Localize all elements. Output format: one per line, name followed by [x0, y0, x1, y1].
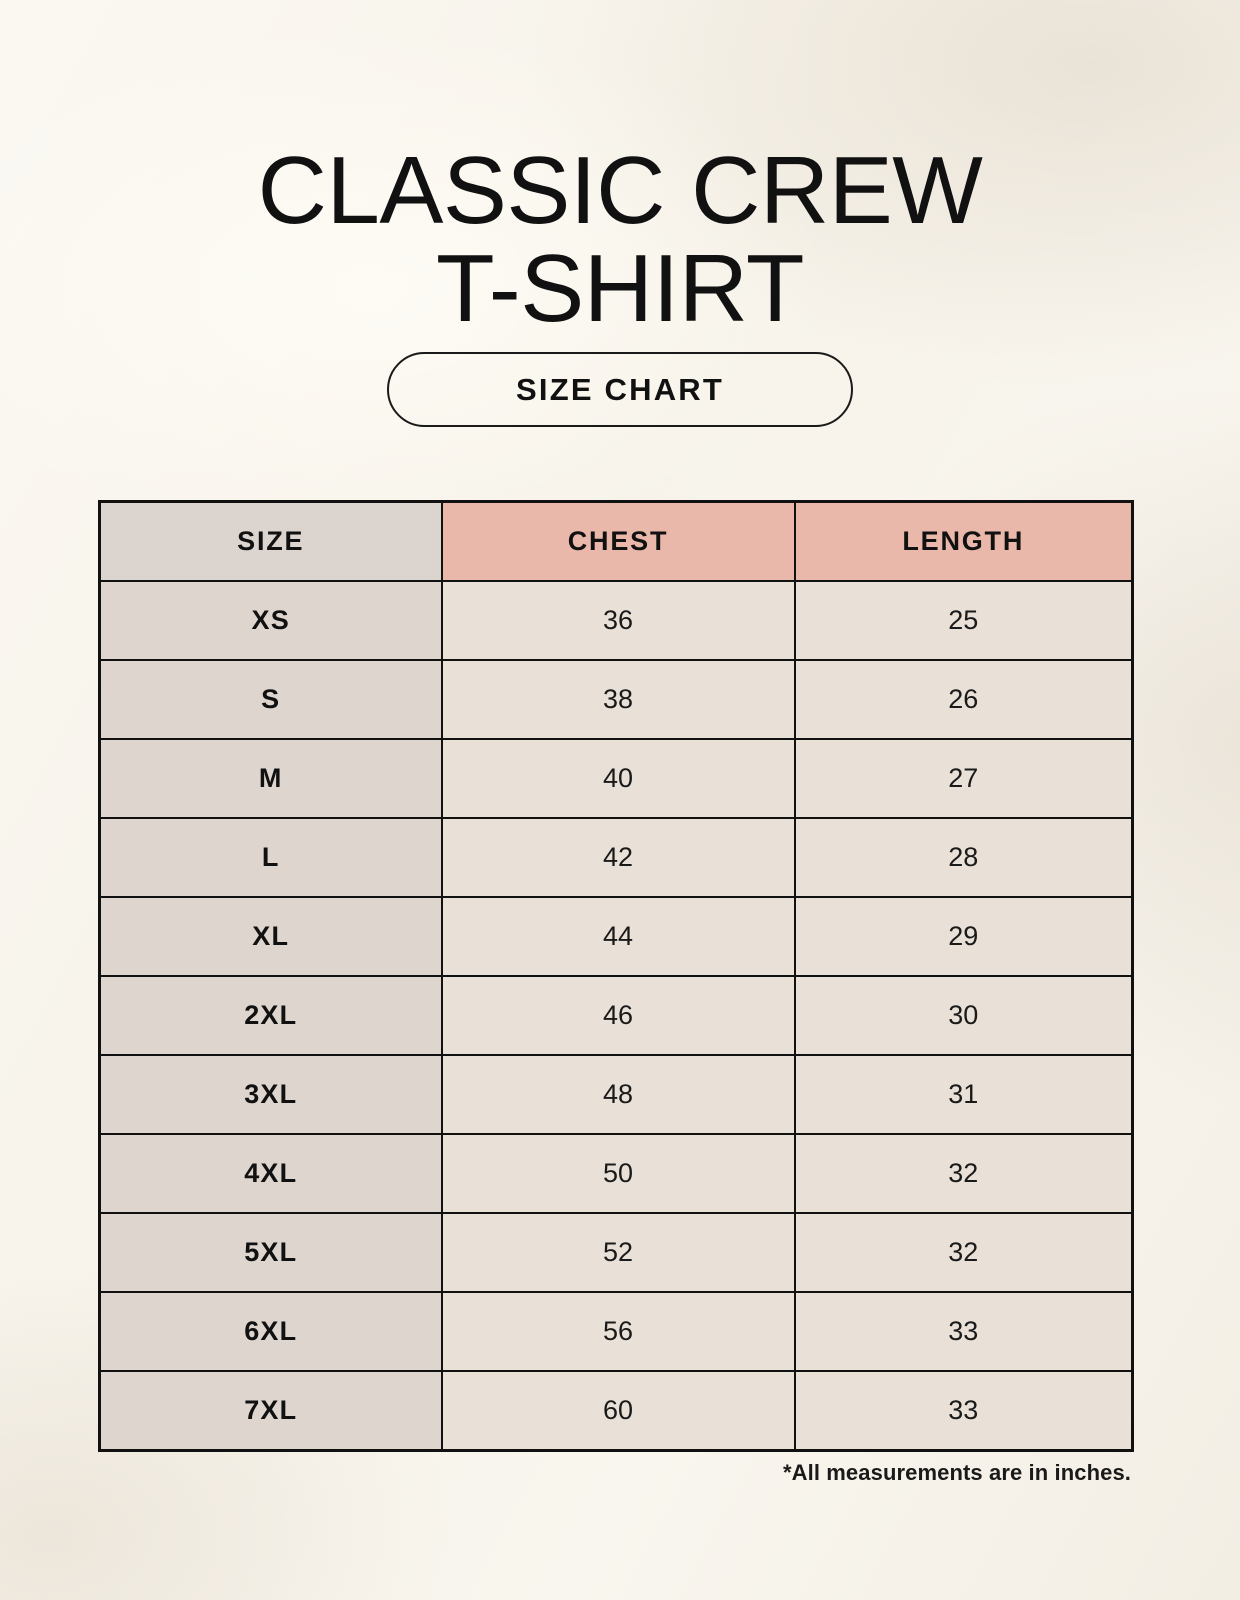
- cell-length: 29: [793, 896, 1134, 977]
- cell-chest: 60: [440, 1370, 796, 1452]
- size-table: SIZE CHEST LENGTH XS 36 25 S 38 26 M: [98, 500, 1134, 1452]
- cell-size: M: [98, 738, 443, 819]
- table-row: 7XL 60 33: [98, 1370, 1134, 1452]
- table-row: 6XL 56 33: [98, 1291, 1134, 1372]
- table-row: 3XL 48 31: [98, 1054, 1134, 1135]
- cell-chest: 48: [440, 1054, 796, 1135]
- table-header-row: SIZE CHEST LENGTH: [98, 500, 1134, 582]
- size-table-container: SIZE CHEST LENGTH XS 36 25 S 38 26 M: [98, 500, 1134, 1452]
- measurement-footnote: *All measurements are in inches.: [782, 1460, 1131, 1485]
- badge-container: SIZE CHART: [0, 352, 1240, 427]
- table-row: S 38 26: [98, 659, 1134, 740]
- cell-chest: 40: [440, 738, 796, 819]
- size-chart-badge: SIZE CHART: [387, 352, 853, 427]
- table-row: M 40 27: [98, 738, 1134, 819]
- cell-chest: 52: [440, 1212, 796, 1293]
- cell-size: 2XL: [98, 975, 443, 1056]
- cell-chest: 42: [440, 817, 796, 898]
- cell-size: 6XL: [98, 1291, 443, 1372]
- table-body: XS 36 25 S 38 26 M 40 27 L 42 28: [98, 580, 1134, 1452]
- cell-length: 32: [793, 1212, 1134, 1293]
- cell-length: 26: [793, 659, 1134, 740]
- cell-size: XS: [98, 580, 443, 661]
- table-row: L 42 28: [98, 817, 1134, 898]
- column-header-size: SIZE: [98, 500, 443, 582]
- table-row: 5XL 52 32: [98, 1212, 1134, 1293]
- cell-size: XL: [98, 896, 443, 977]
- cell-chest: 50: [440, 1133, 796, 1214]
- cell-length: 28: [793, 817, 1134, 898]
- cell-length: 27: [793, 738, 1134, 819]
- table-row: XS 36 25: [98, 580, 1134, 661]
- cell-length: 32: [793, 1133, 1134, 1214]
- cell-size: 7XL: [98, 1370, 443, 1452]
- table-row: XL 44 29: [98, 896, 1134, 977]
- cell-chest: 36: [440, 580, 796, 661]
- column-header-chest: CHEST: [440, 500, 796, 582]
- cell-chest: 56: [440, 1291, 796, 1372]
- cell-size: 5XL: [98, 1212, 443, 1293]
- cell-chest: 46: [440, 975, 796, 1056]
- cell-size: 4XL: [98, 1133, 443, 1214]
- cell-chest: 38: [440, 659, 796, 740]
- cell-size: 3XL: [98, 1054, 443, 1135]
- column-header-length: LENGTH: [793, 500, 1134, 582]
- cell-size: S: [98, 659, 443, 740]
- cell-length: 33: [793, 1370, 1134, 1452]
- cell-size: L: [98, 817, 443, 898]
- cell-length: 33: [793, 1291, 1134, 1372]
- table-row: 2XL 46 30: [98, 975, 1134, 1056]
- table-header: SIZE CHEST LENGTH: [98, 500, 1134, 582]
- cell-chest: 44: [440, 896, 796, 977]
- cell-length: 25: [793, 580, 1134, 661]
- table-row: 4XL 50 32: [98, 1133, 1134, 1214]
- cell-length: 31: [793, 1054, 1134, 1135]
- page-title: CLASSIC CREW T-SHIRT: [257, 137, 983, 343]
- cell-length: 30: [793, 975, 1134, 1056]
